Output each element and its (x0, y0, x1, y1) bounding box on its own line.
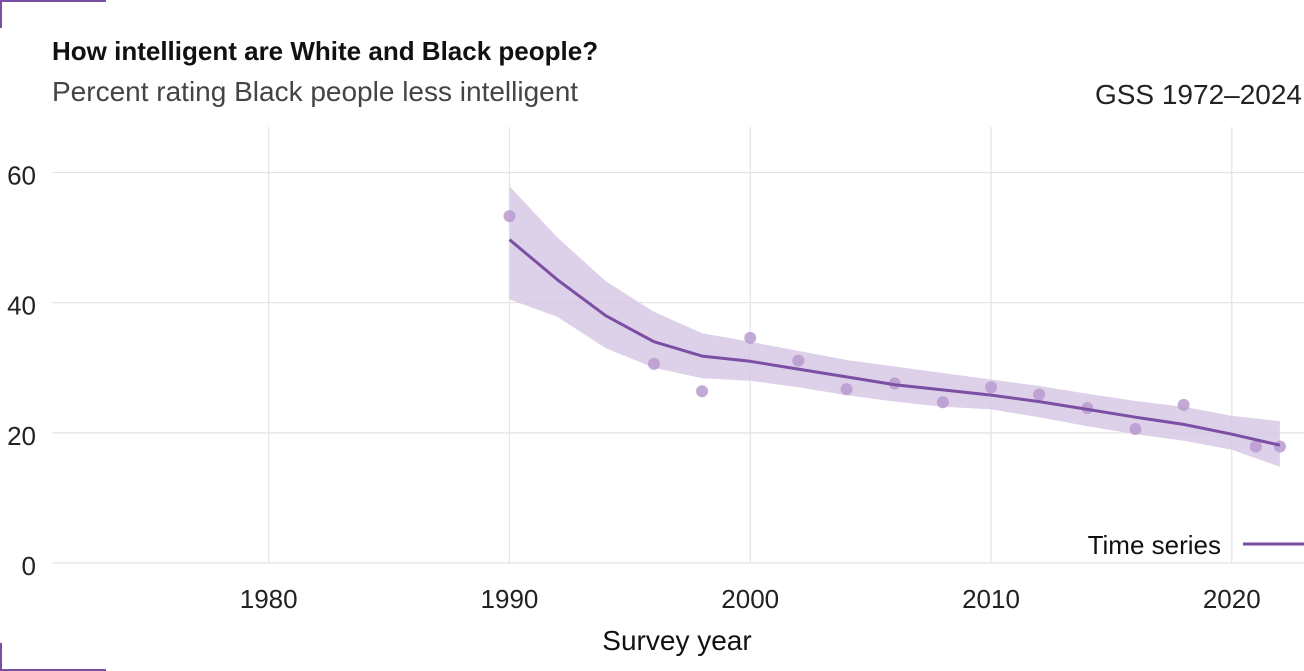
data-point (985, 381, 997, 394)
top-corner-mark-vertical (0, 0, 2, 28)
data-point (1249, 440, 1262, 453)
x-tick-label: 2000 (721, 584, 779, 614)
confidence-band (509, 186, 1280, 467)
data-point (647, 357, 660, 370)
x-tick-labels: 1980 1990 2000 2010 2020 (240, 584, 1261, 614)
y-tick-label: 40 (7, 291, 36, 321)
y-tick-label: 0 (22, 551, 36, 581)
top-corner-mark (0, 0, 106, 2)
data-point (744, 331, 757, 344)
data-point (696, 385, 709, 398)
y-tick-labels: 0 20 40 60 (7, 161, 36, 581)
data-point (503, 210, 516, 223)
data-point (1033, 388, 1046, 401)
chart-title: How intelligent are White and Black peop… (52, 36, 599, 66)
bottom-corner-mark-vertical (0, 643, 2, 671)
series-line (508, 238, 1281, 447)
y-tick-label: 60 (7, 161, 36, 191)
x-tick-label: 2010 (962, 584, 1020, 614)
data-point (1273, 440, 1286, 453)
chart-subtitle: Percent rating Black people less intelli… (52, 76, 579, 107)
x-tick-label: 1980 (240, 584, 298, 614)
x-tick-label: 1990 (481, 584, 539, 614)
grid-lines (52, 127, 1304, 564)
data-point (840, 383, 853, 396)
x-axis-label: Survey year (602, 625, 751, 656)
data-point (936, 396, 949, 409)
data-point (792, 354, 805, 367)
legend-label: Time series (1088, 530, 1221, 560)
source-caption: GSS 1972–2024 (1094, 79, 1302, 110)
y-tick-label: 20 (7, 421, 36, 451)
bottom-corner-mark (0, 669, 106, 671)
data-point (1177, 398, 1190, 411)
x-tick-label: 2020 (1203, 584, 1261, 614)
data-point (1129, 422, 1142, 435)
